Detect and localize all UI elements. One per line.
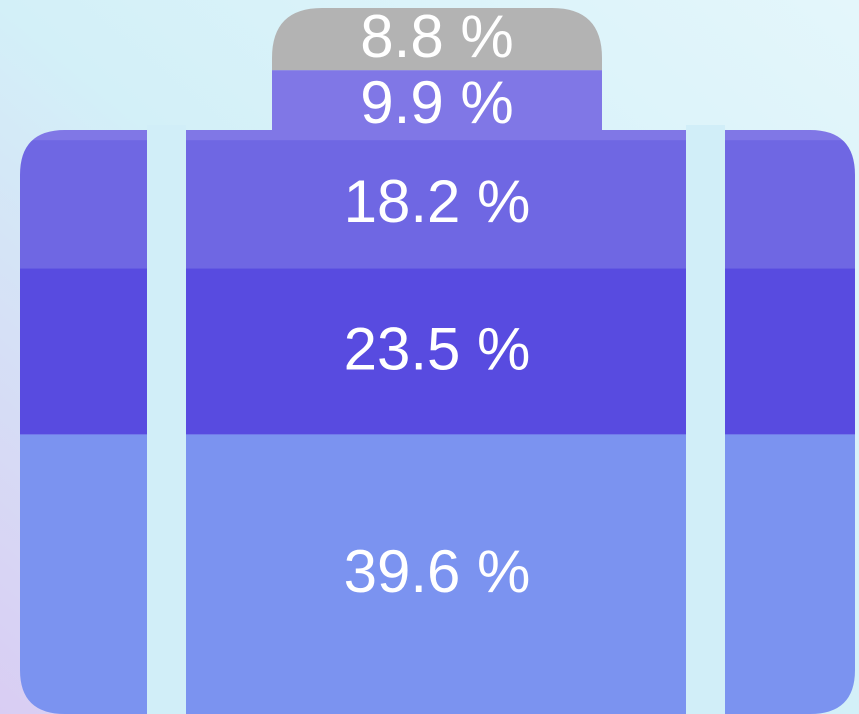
strap [686,125,725,714]
value-label: 39.6 % [344,538,531,605]
labels: 39.6 % 23.5 % 18.2 % 9.9 %8.8 % [344,3,531,605]
value-label: 18.2 % [344,168,531,235]
value-label: 8.8 % [360,3,513,70]
strap [147,125,186,714]
value-label: 9.9 % [360,69,513,136]
value-label: 23.5 % [344,315,531,382]
